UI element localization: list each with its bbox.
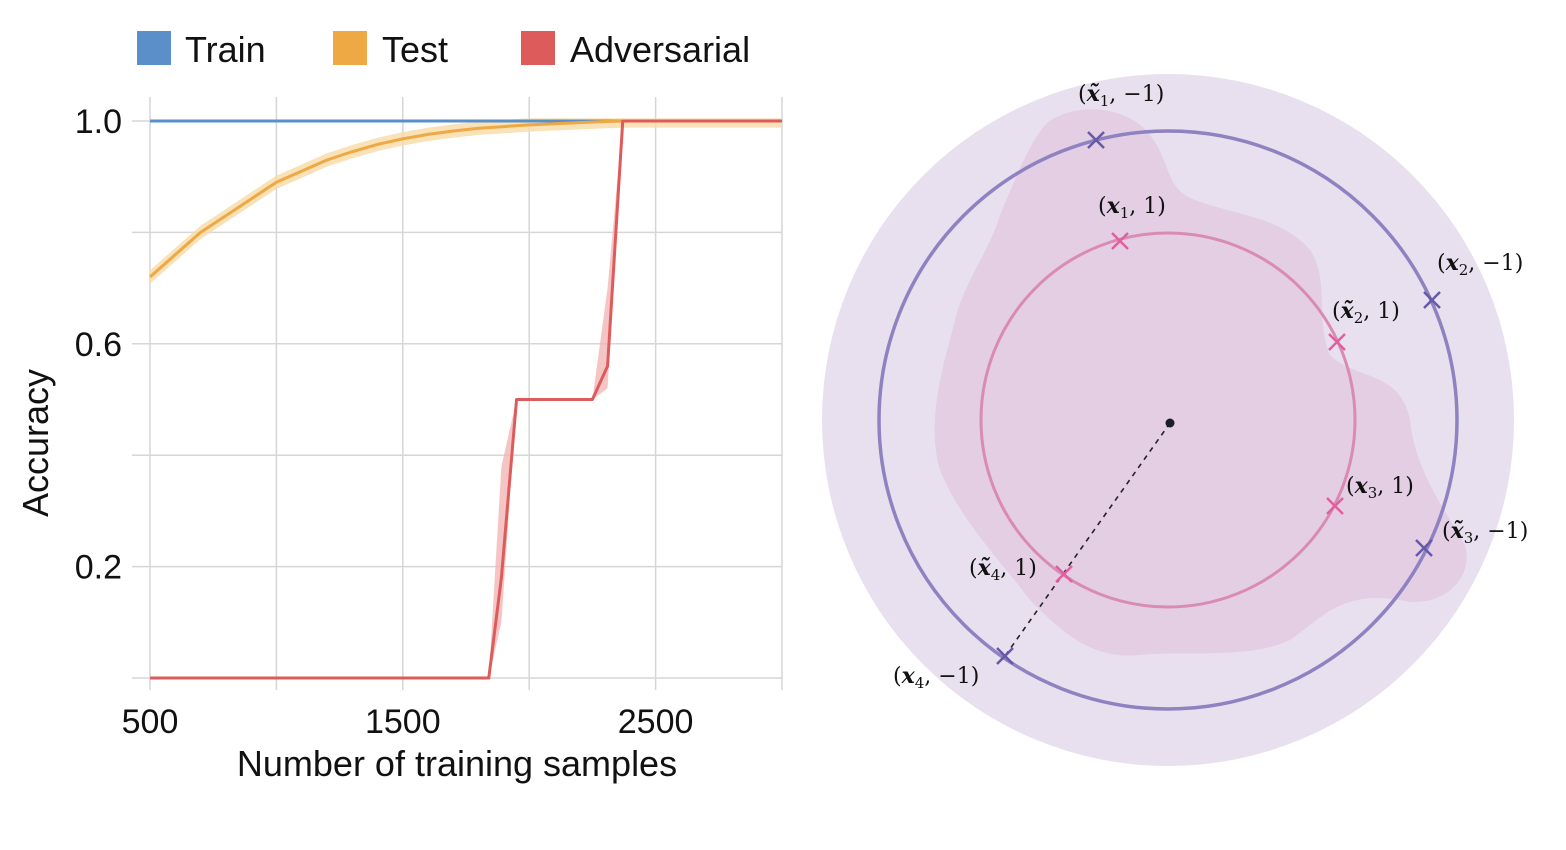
legend-swatch-train	[137, 31, 171, 65]
point-label-xt3: (x̃3, −1)	[1442, 518, 1528, 547]
point-label-xt1: (x̃1, −1)	[1078, 81, 1164, 110]
series-line-test	[149, 119, 782, 279]
marker-x4	[996, 647, 1014, 665]
marker-xt1-stroke-b	[1087, 131, 1105, 149]
marker-x3-stroke-b	[1326, 497, 1344, 515]
x-axis-label: Number of training samples	[237, 743, 677, 784]
marker-xt4	[1055, 565, 1073, 583]
inner-ring	[979, 231, 1357, 609]
series-line-adversarial	[150, 119, 782, 680]
outer-ring	[877, 129, 1459, 711]
x-tick-1500: 1500	[365, 703, 441, 741]
legend-label-test: Test	[382, 29, 448, 70]
adversarial-diagram: (x̃1, −1) (x2, −1) (x̃3, −1) (x4, −1) (x…	[822, 74, 1528, 766]
series-lines	[149, 119, 782, 680]
marker-xt3	[1415, 539, 1433, 557]
point-label-x1: (x1, 1)	[1098, 193, 1166, 222]
x-tick-labels: 500 1500 2500	[122, 703, 694, 741]
y-tick-0.6: 0.6	[75, 326, 122, 364]
band-test	[150, 118, 782, 284]
marker-xt2-stroke-b	[1328, 333, 1346, 351]
marker-x3	[1326, 497, 1344, 515]
point-label-x4: (x4, −1)	[893, 663, 979, 692]
legend: Train Test Adversarial	[137, 29, 750, 70]
decision-region-blob	[934, 109, 1467, 656]
legend-label-train: Train	[185, 29, 266, 70]
marker-xt2	[1328, 333, 1346, 351]
marker-xt3-stroke-b	[1415, 539, 1433, 557]
point-label-xt2: (x̃2, 1)	[1332, 298, 1400, 327]
point-label-x3: (x3, 1)	[1346, 473, 1414, 502]
marker-x4-stroke-b	[996, 647, 1014, 665]
marker-x2	[1423, 291, 1441, 309]
marker-xt1	[1087, 131, 1105, 149]
marker-x1	[1111, 232, 1129, 250]
gridlines	[132, 97, 783, 690]
y-tick-0.2: 0.2	[75, 549, 122, 587]
legend-swatch-test	[333, 31, 367, 65]
legend-label-adversarial: Adversarial	[570, 29, 750, 70]
legend-swatch-adversarial	[521, 31, 555, 65]
point-markers	[996, 131, 1441, 665]
x-tick-2500: 2500	[618, 703, 694, 741]
accuracy-chart: 500 1500 2500 0.2 0.6 1.0 Number of training…	[15, 29, 783, 784]
center-dot	[1165, 418, 1175, 428]
x-tick-500: 500	[122, 703, 179, 741]
marker-xt4-stroke-b	[1055, 565, 1073, 583]
y-axis-label: Accuracy	[15, 369, 56, 517]
projection-dashed-line	[1004, 422, 1171, 657]
point-label-xt4: (x̃4, 1)	[969, 555, 1037, 584]
point-label-x2: (x2, −1)	[1437, 250, 1523, 279]
y-tick-1.0: 1.0	[75, 103, 122, 141]
marker-x2-stroke-b	[1423, 291, 1441, 309]
y-tick-labels: 0.2 0.6 1.0	[75, 103, 122, 587]
marker-x1-stroke-b	[1111, 232, 1129, 250]
